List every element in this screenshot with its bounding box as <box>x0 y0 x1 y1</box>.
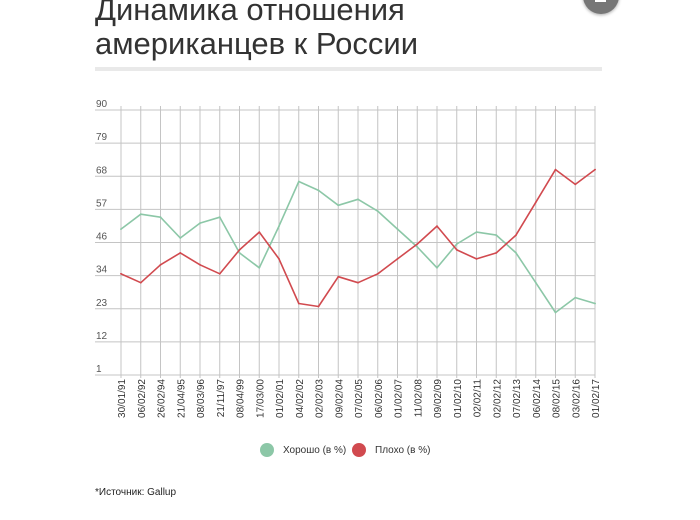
data-point-good <box>337 204 340 207</box>
data-point-good <box>436 266 438 269</box>
legend-dot-good <box>260 443 274 457</box>
data-point-good <box>376 210 379 213</box>
x-tick-label: 01/02/01 <box>275 379 286 418</box>
data-point-good <box>396 228 399 231</box>
data-point-good <box>515 252 517 254</box>
data-point-good <box>120 228 122 231</box>
x-tick-label: 09/02/04 <box>334 379 345 418</box>
x-tick-label: 01/02/07 <box>394 379 405 418</box>
data-point-good <box>495 234 498 237</box>
data-point-bad <box>416 243 419 245</box>
data-point-good <box>159 216 162 219</box>
legend-item-good: Хорошо (в %) <box>260 443 346 457</box>
title-line-1: Динамика отношения <box>95 0 405 27</box>
legend-dot-bad <box>352 443 366 457</box>
data-point-bad <box>594 168 596 171</box>
y-tick-label: 79 <box>96 132 108 143</box>
y-tick-label: 90 <box>96 99 108 110</box>
data-point-bad <box>317 305 320 308</box>
data-point-bad <box>159 263 162 266</box>
legend-item-bad: Плохо (в %) <box>352 443 430 457</box>
data-point-bad <box>455 249 458 251</box>
y-tick-label: 34 <box>96 265 108 276</box>
x-tick-label: 08/04/99 <box>236 379 247 418</box>
data-point-bad <box>396 258 399 260</box>
data-point-bad <box>337 275 340 278</box>
data-point-bad <box>278 258 280 260</box>
y-tick-label: 12 <box>96 331 108 342</box>
data-point-bad <box>574 183 577 186</box>
data-point-good <box>416 246 419 248</box>
data-point-good <box>199 222 201 225</box>
data-point-bad <box>199 263 201 266</box>
data-point-good <box>297 180 300 183</box>
line-chart: 90 79 68 57 46 34 23 12 1 30/01/91 06/02/92 26/02/9… <box>95 99 602 418</box>
minimize-icon <box>595 0 606 2</box>
data-point-good <box>534 281 537 284</box>
title-line-2: американцев к России <box>95 26 419 61</box>
chart-legend: Хорошо (в %) Плохо (в %) <box>0 443 700 459</box>
data-point-bad <box>534 201 537 204</box>
y-tick-label: 46 <box>96 232 108 243</box>
x-tick-label: 21/11/97 <box>216 379 227 418</box>
data-point-good <box>357 198 359 201</box>
title-divider <box>95 67 602 71</box>
y-tick-label: 57 <box>96 198 108 209</box>
x-tick-label: 01/02/17 <box>591 379 602 418</box>
x-tick-label: 01/02/10 <box>453 379 464 418</box>
x-tick-label: 08/02/15 <box>552 379 563 418</box>
x-tick-label: 02/02/03 <box>315 379 326 418</box>
data-point-bad <box>238 249 241 251</box>
x-tick-label: 11/02/08 <box>413 379 424 418</box>
data-point-bad <box>297 302 300 305</box>
x-tick-label: 02/02/11 <box>473 379 484 418</box>
x-tick-label: 06/02/06 <box>374 379 385 418</box>
x-tick-label: 02/02/12 <box>492 379 503 418</box>
data-point-bad <box>554 168 557 171</box>
data-point-good <box>317 189 320 192</box>
x-tick-label: 17/03/00 <box>255 379 266 418</box>
data-point-good <box>475 231 478 234</box>
data-point-good <box>278 225 280 228</box>
corner-button[interactable] <box>583 0 619 14</box>
y-tick-label: 68 <box>96 165 108 176</box>
y-tick-label: 1 <box>96 364 102 375</box>
data-point-good <box>179 237 182 239</box>
data-point-good <box>238 252 241 254</box>
page-title: Динамика отношения американцев к России <box>95 0 418 61</box>
data-point-good <box>258 266 261 269</box>
data-point-bad <box>357 281 359 284</box>
data-point-good <box>574 296 577 299</box>
data-point-bad <box>495 252 498 254</box>
x-tick-label: 08/03/96 <box>196 379 207 418</box>
data-point-bad <box>120 272 122 275</box>
x-tick-label: 07/02/13 <box>512 379 523 418</box>
data-point-good <box>554 311 557 314</box>
data-point-bad <box>218 272 221 275</box>
data-point-bad <box>139 281 142 284</box>
x-tick-label: 06/02/92 <box>137 379 148 418</box>
x-tick-label: 26/02/94 <box>157 379 168 418</box>
data-point-good <box>218 216 221 219</box>
source-note: *Источник: Gallup <box>95 487 177 498</box>
x-tick-label: 06/02/14 <box>532 379 543 418</box>
y-tick-label: 23 <box>96 298 108 309</box>
x-tick-label: 03/02/16 <box>571 379 582 418</box>
x-tick-label: 07/02/05 <box>354 379 365 418</box>
x-tick-label: 21/04/95 <box>176 379 187 418</box>
x-tick-label: 09/02/09 <box>433 379 444 418</box>
x-tick-label: 30/01/91 <box>117 379 128 418</box>
data-point-bad <box>515 234 517 237</box>
data-point-bad <box>475 258 478 260</box>
data-point-bad <box>436 225 438 228</box>
data-point-good <box>455 243 458 245</box>
data-point-good <box>594 302 596 305</box>
data-point-bad <box>179 252 182 254</box>
data-point-good <box>139 213 142 216</box>
data-point-bad <box>376 272 379 275</box>
x-tick-label: 04/02/02 <box>295 379 306 418</box>
legend-label-bad: Плохо (в %) <box>375 444 431 456</box>
legend-label-good: Хорошо (в %) <box>283 444 347 456</box>
data-point-bad <box>258 231 261 234</box>
